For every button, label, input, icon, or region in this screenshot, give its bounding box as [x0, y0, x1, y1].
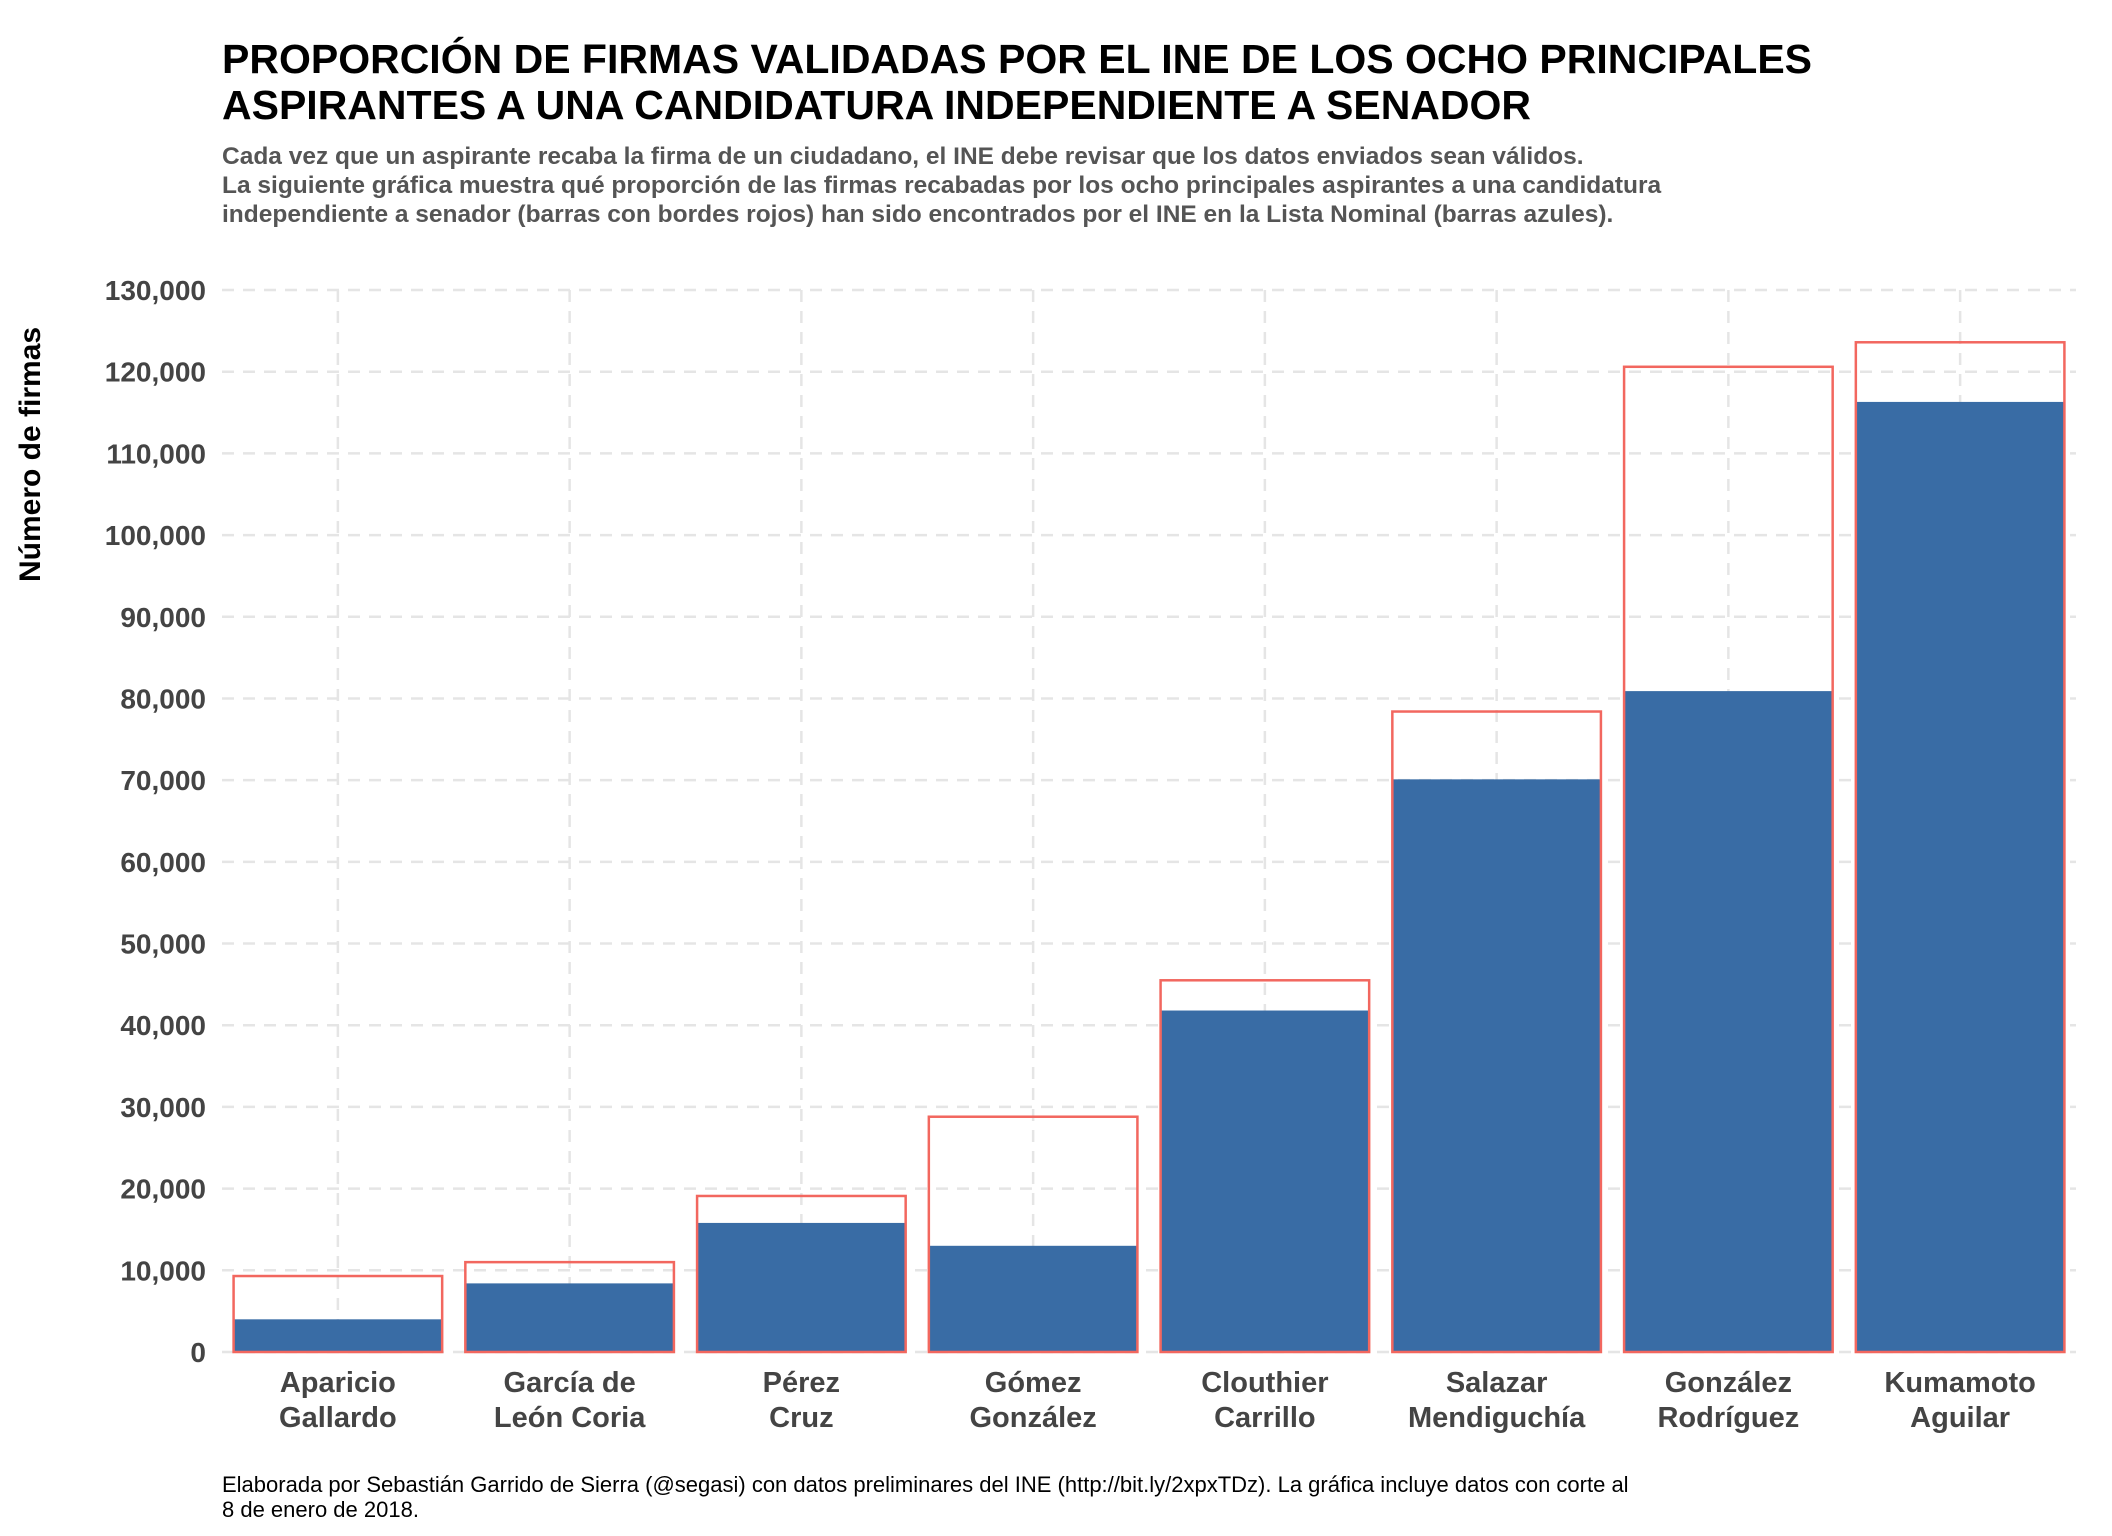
- x-tick-label: Aguilar: [1910, 1402, 2010, 1434]
- collected-bar-outline: [1622, 365, 1834, 1354]
- chart-title-line: ASPIRANTES A UNA CANDIDATURA INDEPENDIEN…: [222, 82, 1532, 128]
- x-tick-label: González: [1665, 1367, 1792, 1399]
- x-tick-label: Kumamoto: [1884, 1367, 2035, 1399]
- chart-caption-line: 8 de enero de 2018.: [222, 1497, 419, 1522]
- validated-bar: [233, 1319, 443, 1352]
- x-tick-label: González: [969, 1402, 1096, 1434]
- x-tick-label: Carrillo: [1214, 1402, 1316, 1434]
- x-tick-label: Salazar: [1446, 1367, 1548, 1399]
- collected-bar-outline: [1159, 979, 1371, 1354]
- chart-title: PROPORCIÓN DE FIRMAS VALIDADAS POR EL IN…: [222, 36, 2082, 128]
- validated-bar: [928, 1245, 1138, 1352]
- x-tick-label: Aparicio: [280, 1367, 396, 1399]
- y-tick-label: 30,000: [120, 1092, 206, 1123]
- chart-subtitle: Cada vez que un aspirante recaba la firm…: [222, 142, 2082, 229]
- validated-bar: [697, 1222, 906, 1352]
- x-tick-label: Cruz: [769, 1402, 833, 1434]
- collected-bar-outline: [695, 1194, 907, 1354]
- validated-bar: [1160, 1010, 1370, 1352]
- validated-bar: [1392, 779, 1601, 1352]
- y-tick-label: 130,000: [105, 275, 206, 306]
- x-tick-label: Pérez: [763, 1367, 840, 1399]
- collected-bar-outline: [232, 1274, 444, 1354]
- chart-title-line: PROPORCIÓN DE FIRMAS VALIDADAS POR EL IN…: [222, 36, 1813, 82]
- y-tick-label: 50,000: [120, 929, 206, 960]
- y-tick-label: 90,000: [120, 602, 206, 633]
- x-tick-label: Gómez: [985, 1367, 1082, 1399]
- validated-bar: [465, 1283, 674, 1352]
- x-tick-label: Clouthier: [1201, 1367, 1328, 1399]
- chart-caption-line: Elaborada por Sebastián Garrido de Sierr…: [222, 1472, 1629, 1497]
- y-tick-label: 10,000: [120, 1255, 206, 1286]
- y-tick-label: 80,000: [120, 683, 206, 714]
- y-tick-label: 20,000: [120, 1174, 206, 1205]
- x-tick-label: Rodríguez: [1657, 1402, 1799, 1434]
- collected-bar-outline: [927, 1115, 1139, 1354]
- validated-bar: [1624, 691, 1833, 1352]
- y-tick-label: 40,000: [120, 1010, 206, 1041]
- chart-subtitle-line: Cada vez que un aspirante recaba la firm…: [222, 143, 1584, 170]
- y-tick-label: 110,000: [106, 438, 206, 469]
- chart-subtitle-line: La siguiente gráfica muestra qué proporc…: [222, 172, 1662, 199]
- collected-bar-outline: [464, 1260, 676, 1354]
- x-tick-label: García de: [504, 1367, 636, 1399]
- chart-subtitle-line: independiente a senador (barras con bord…: [222, 201, 1614, 228]
- y-tick-label: 100,000: [105, 520, 206, 551]
- validated-bar: [1855, 401, 2065, 1352]
- collected-bar-outline: [1391, 710, 1603, 1354]
- x-tick-label: Gallardo: [279, 1402, 397, 1434]
- y-tick-label: 60,000: [120, 847, 206, 878]
- y-tick-label: 120,000: [105, 357, 206, 388]
- x-tick-label: Mendiguchía: [1408, 1402, 1586, 1434]
- chart-caption: Elaborada por Sebastián Garrido de Sierr…: [222, 1472, 2022, 1522]
- x-tick-label: León Coria: [494, 1402, 646, 1434]
- y-tick-label: 0: [190, 1337, 206, 1368]
- collected-bar-outline: [1854, 341, 2066, 1354]
- y-tick-label: 70,000: [120, 765, 206, 796]
